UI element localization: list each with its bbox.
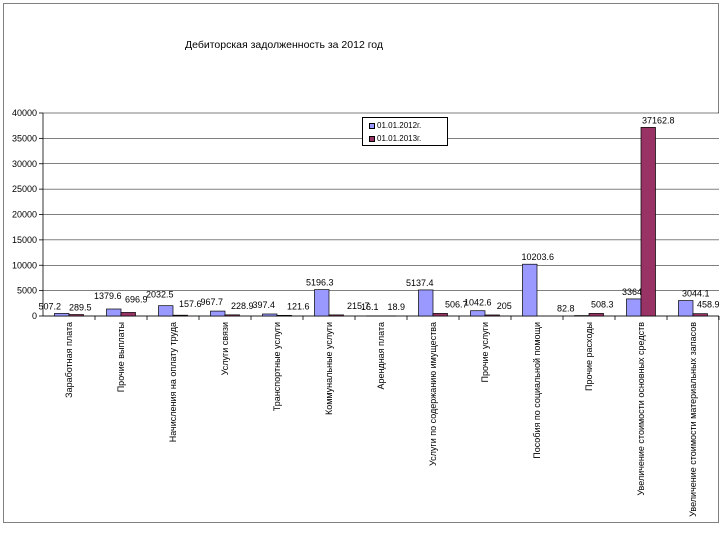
data-label-2012: 397.4 [252, 300, 275, 310]
y-tick-label: 5000 [17, 286, 37, 296]
bar-2013 [120, 312, 136, 317]
bar-2012 [54, 313, 70, 317]
data-label-2013: 696.9 [125, 294, 148, 304]
data-label-2012: 10203.6 [521, 252, 554, 262]
data-label-2013: 506.7 [445, 299, 468, 309]
legend-label-2012: 01.01.2012г. [377, 121, 422, 130]
bar-2012 [626, 298, 642, 317]
data-label-2013: 508.3 [591, 299, 614, 309]
data-label-2012: 507.2 [38, 301, 61, 311]
x-category-label: Арендная плата [376, 322, 386, 390]
data-label-2013: 458.9 [697, 300, 720, 310]
data-label-2013: 215.7 [347, 301, 370, 311]
bar-2012 [210, 310, 226, 317]
y-tick-label: 20000 [12, 210, 37, 220]
data-label-2012: 967.7 [200, 297, 223, 307]
data-label-2012: 1379.6 [94, 291, 122, 301]
x-category-label: Услуги по содержанию имущества [428, 322, 438, 466]
x-category-label: Прочие расходы [584, 322, 594, 391]
x-category-label: Коммунальные услуги [324, 322, 334, 415]
data-label-2012: 82.8 [557, 304, 575, 314]
y-tick-label: 10000 [12, 260, 37, 270]
x-category-label: Прочие услуги [480, 322, 490, 382]
bar-2012 [262, 313, 278, 317]
y-tick-label: 30000 [12, 159, 37, 169]
y-tick-label: 40000 [12, 108, 37, 118]
data-label-2013: 228.9 [231, 301, 254, 311]
bar-2012 [158, 305, 174, 317]
x-category-label: Прочие выплаты [116, 322, 126, 392]
bar-2013 [692, 313, 708, 317]
data-label-2013: 121.6 [287, 301, 310, 311]
bar-2013 [224, 314, 240, 317]
bar-2013 [172, 314, 188, 317]
x-category-label: Пособия по социальной помощи [532, 322, 542, 459]
data-label-2012: 16.1 [361, 302, 379, 312]
bar-2012 [678, 300, 694, 317]
x-category-label: Услуги связи [220, 322, 230, 375]
data-label-2012: 3044.1 [682, 289, 710, 299]
data-label-2012: 3364.5 [622, 287, 650, 297]
data-label-2013: 289.5 [69, 303, 92, 313]
x-category-label: Заработная плата [64, 322, 74, 398]
y-tick-label: 0 [32, 311, 37, 321]
chart-title: Дебиторская задолженность за 2012 год [185, 39, 384, 51]
bar-2013 [484, 314, 500, 317]
y-tick-label: 25000 [12, 184, 37, 194]
data-label-2013: 157.6 [179, 299, 202, 309]
data-label-2013: 37162.8 [642, 115, 675, 125]
legend-item-2013: 01.01.2013г. [369, 134, 421, 143]
bar-2013 [328, 314, 344, 317]
chart-legend: 01.01.2012г. 01.01.2013г. [362, 117, 448, 146]
data-label-2012: 5137.4 [406, 278, 434, 288]
bar-2012 [470, 310, 486, 317]
x-category-label: Увеличение стоимости основных средств [636, 322, 646, 496]
bar-2013 [640, 127, 656, 317]
y-tick-label: 35000 [12, 133, 37, 143]
legend-swatch-2013 [369, 135, 375, 142]
bar-2013 [432, 313, 448, 317]
data-label-2012: 2032.5 [146, 290, 174, 300]
data-label-2012: 5196.3 [306, 278, 334, 288]
bar-2012 [314, 289, 330, 317]
bar-2012 [106, 308, 122, 317]
legend-label-2013: 01.01.2013г. [377, 134, 422, 143]
data-label-2012: 1042.6 [464, 298, 492, 308]
data-label-2013: 205 [497, 301, 512, 311]
bar-2012 [522, 263, 538, 317]
legend-item-2012: 01.01.2012г. [369, 121, 421, 130]
bar-2012 [418, 289, 434, 317]
legend-swatch-2012 [369, 122, 375, 129]
x-category-label: Транспортные услуги [272, 322, 282, 411]
x-category-label: Начисления на оплату труда [168, 322, 178, 442]
bar-2013 [276, 315, 292, 317]
y-tick-label: 15000 [12, 235, 37, 245]
bar-2013 [588, 313, 604, 317]
bar-2013 [68, 314, 84, 317]
data-label-2013: 18.9 [387, 302, 405, 312]
x-category-label: Увеличение стоимости материальных запасо… [688, 322, 698, 517]
